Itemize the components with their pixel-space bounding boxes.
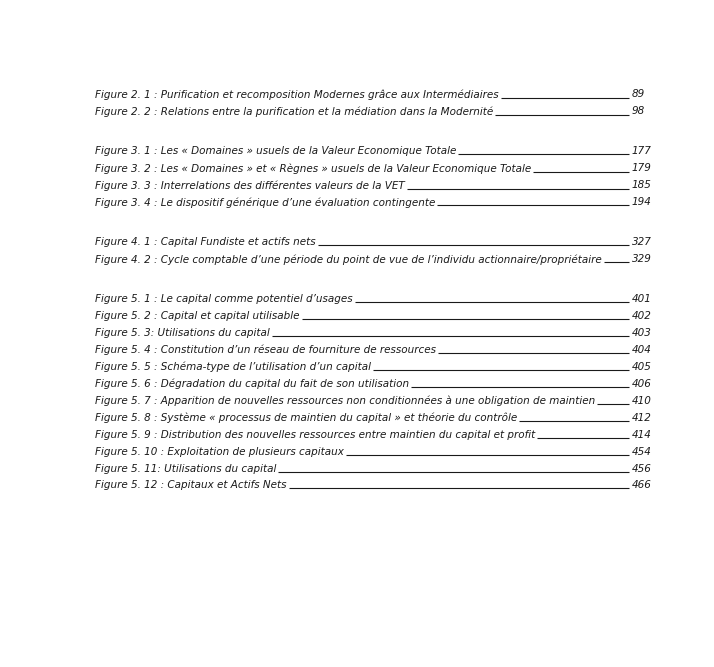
Text: 98: 98 [632,106,645,116]
Text: Figure 5. 11: Utilisations du capital: Figure 5. 11: Utilisations du capital [96,464,277,474]
Text: Figure 2. 1 : Purification et recomposition Modernes grâce aux Intermédiaires: Figure 2. 1 : Purification et recomposit… [96,89,499,100]
Text: 412: 412 [632,413,652,423]
Text: 405: 405 [632,362,652,372]
Text: Figure 5. 1 : Le capital comme potentiel d’usages: Figure 5. 1 : Le capital comme potentiel… [96,294,353,304]
Text: Figure 3. 4 : Le dispositif générique d’une évaluation contingente: Figure 3. 4 : Le dispositif générique d’… [96,197,436,207]
Text: Figure 5. 10 : Exploitation de plusieurs capitaux: Figure 5. 10 : Exploitation de plusieurs… [96,447,344,456]
Text: 402: 402 [632,311,652,321]
Text: 406: 406 [632,379,652,389]
Text: 456: 456 [632,464,652,474]
Text: Figure 5. 12 : Capitaux et Actifs Nets: Figure 5. 12 : Capitaux et Actifs Nets [96,480,287,490]
Text: 414: 414 [632,430,652,440]
Text: 329: 329 [632,254,652,264]
Text: Figure 3. 1 : Les « Domaines » usuels de la Valeur Economique Totale: Figure 3. 1 : Les « Domaines » usuels de… [96,146,457,156]
Text: Figure 3. 2 : Les « Domaines » et « Règnes » usuels de la Valeur Economique Tota: Figure 3. 2 : Les « Domaines » et « Règn… [96,163,532,173]
Text: 179: 179 [632,163,652,173]
Text: 454: 454 [632,447,652,456]
Text: 89: 89 [632,89,645,99]
Text: Figure 3. 3 : Interrelations des différentes valeurs de la VET: Figure 3. 3 : Interrelations des différe… [96,180,406,191]
Text: Figure 5. 4 : Constitution d’un réseau de fourniture de ressources: Figure 5. 4 : Constitution d’un réseau d… [96,345,436,356]
Text: Figure 5. 3: Utilisations du capital: Figure 5. 3: Utilisations du capital [96,328,270,338]
Text: 327: 327 [632,237,652,247]
Text: Figure 5. 7 : Apparition de nouvelles ressources non conditionnées à une obligat: Figure 5. 7 : Apparition de nouvelles re… [96,396,595,406]
Text: Figure 5. 6 : Dégradation du capital du fait de son utilisation: Figure 5. 6 : Dégradation du capital du … [96,379,410,390]
Text: 194: 194 [632,197,652,207]
Text: 185: 185 [632,180,652,190]
Text: 404: 404 [632,345,652,355]
Text: 401: 401 [632,294,652,304]
Text: Figure 5. 9 : Distribution des nouvelles ressources entre maintien du capital et: Figure 5. 9 : Distribution des nouvelles… [96,430,536,440]
Text: Figure 5. 2 : Capital et capital utilisable: Figure 5. 2 : Capital et capital utilisa… [96,311,300,321]
Text: 410: 410 [632,396,652,406]
Text: 466: 466 [632,480,652,490]
Text: Figure 4. 1 : Capital Fundiste et actifs nets: Figure 4. 1 : Capital Fundiste et actifs… [96,237,316,247]
Text: Figure 2. 2 : Relations entre la purification et la médiation dans la Modernité: Figure 2. 2 : Relations entre la purific… [96,106,493,117]
Text: 403: 403 [632,328,652,338]
Text: Figure 5. 8 : Système « processus de maintien du capital » et théorie du contrôl: Figure 5. 8 : Système « processus de mai… [96,413,518,423]
Text: Figure 4. 2 : Cycle comptable d’une période du point de vue de l’individu action: Figure 4. 2 : Cycle comptable d’une péri… [96,254,602,265]
Text: Figure 5. 5 : Schéma-type de l’utilisation d’un capital: Figure 5. 5 : Schéma-type de l’utilisati… [96,362,371,372]
Text: 177: 177 [632,146,652,156]
